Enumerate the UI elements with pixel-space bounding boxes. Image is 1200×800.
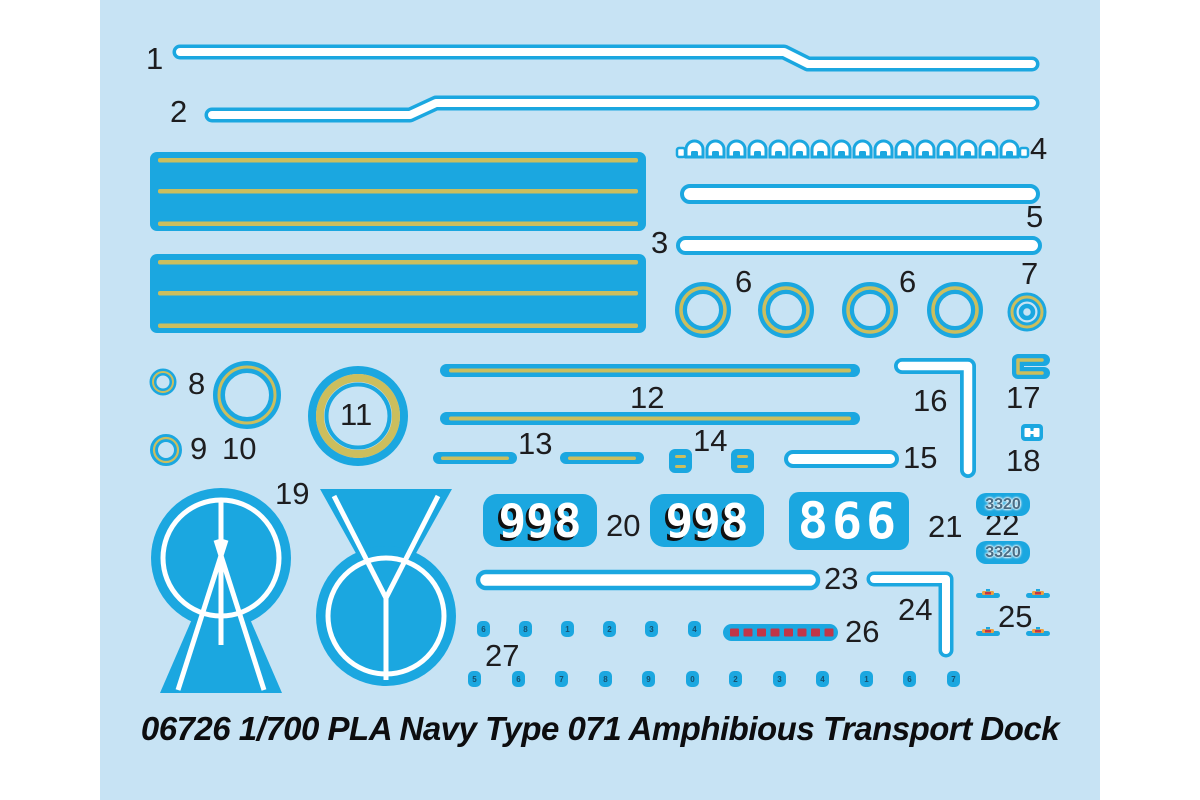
decal-ring-6d	[927, 282, 983, 338]
decal-serrated-strip-4	[675, 139, 1030, 159]
decal-dot: 6	[903, 671, 916, 687]
decal-hull-number-998-a: 998	[483, 494, 597, 548]
part-label-17: 17	[1006, 380, 1041, 415]
decal-dot: 4	[816, 671, 829, 687]
decal-ship-25a	[976, 589, 1000, 598]
decal-stripe-2	[204, 95, 1040, 123]
decal-clip-18	[1021, 424, 1043, 441]
part-label-13: 13	[518, 426, 553, 461]
decal-dot: 7	[947, 671, 960, 687]
decal-helipad-19b	[316, 489, 456, 686]
decal-strip-12b	[440, 412, 860, 425]
decal-dot: 8	[599, 671, 612, 687]
part-label-15: 15	[903, 440, 938, 475]
part-label-20: 20	[606, 508, 641, 543]
decal-dot: 3	[773, 671, 786, 687]
decal-ring-8	[149, 368, 177, 396]
decal-hull-number-866: 866	[789, 492, 909, 550]
part-label-2: 2	[170, 94, 188, 129]
decal-ring-11	[308, 366, 408, 466]
decal-dot: 3	[645, 621, 658, 637]
decal-deck-rect-3a	[150, 152, 646, 231]
part-label-23: 23	[824, 561, 859, 596]
decal-dot: 4	[688, 621, 701, 637]
decal-bracket-17	[1012, 354, 1050, 379]
part-label-21: 21	[928, 509, 963, 544]
part-label-11: 11	[340, 397, 373, 432]
part-label-19: 19	[275, 476, 310, 511]
part-label-18: 18	[1006, 443, 1041, 478]
decal-helipad-19a	[151, 488, 291, 693]
decal-ring-6b	[758, 282, 814, 338]
part-label-1: 1	[146, 41, 164, 76]
part-label-24: 24	[898, 592, 933, 627]
decal-ship-25c	[976, 627, 1000, 636]
part-label-6a: 6	[735, 264, 753, 299]
part-label-6b: 6	[899, 264, 917, 299]
decal-dot: 9	[642, 671, 655, 687]
decal-dot: 1	[561, 621, 574, 637]
decal-pad-14b	[731, 449, 754, 473]
decal-ring-9	[150, 434, 182, 466]
part-label-14: 14	[693, 423, 728, 458]
decal-dot: 2	[729, 671, 742, 687]
part-label-10: 10	[222, 431, 257, 466]
decal-dot: 2	[603, 621, 616, 637]
decal-ring-10	[213, 361, 281, 429]
decal-dot: 6	[477, 621, 490, 637]
decal-stripe-15	[784, 450, 899, 468]
decal-ring-6a	[675, 282, 731, 338]
decal-dot: 6	[512, 671, 525, 687]
decal-strip-12a	[440, 364, 860, 377]
decal-dot: 8	[519, 621, 532, 637]
decal-stripe-5b	[676, 236, 1042, 255]
decal-pad-14a	[669, 449, 692, 473]
decal-dash-strip-26	[723, 624, 838, 641]
decal-dot: 7	[555, 671, 568, 687]
decal-strip-13a	[433, 452, 517, 464]
part-label-7: 7	[1021, 256, 1039, 291]
decal-stripe-23	[475, 569, 821, 591]
part-label-12: 12	[630, 380, 665, 415]
decal-dot: 1	[860, 671, 873, 687]
decal-strip-13b	[560, 452, 644, 464]
sheet-title: 06726 1/700 PLA Navy Type 071 Amphibious…	[140, 710, 1060, 747]
decal-ring-6c	[842, 282, 898, 338]
decal-deck-rect-3b	[150, 254, 646, 333]
decal-dot: 0	[686, 671, 699, 687]
decal-dot: 5	[468, 671, 481, 687]
part-label-9: 9	[190, 431, 208, 466]
decal-stripe-5a	[680, 184, 1040, 204]
decal-stripe-1	[172, 44, 1040, 72]
part-label-5: 5	[1026, 199, 1044, 234]
part-label-4: 4	[1030, 131, 1048, 166]
part-label-16: 16	[913, 383, 948, 418]
decal-ship-25b	[1026, 589, 1050, 598]
decal-hull-number-998-b: 998	[650, 494, 764, 548]
decal-angle-24	[866, 571, 954, 658]
part-label-8: 8	[188, 366, 206, 401]
decal-ship-25d	[1026, 627, 1050, 636]
part-label-27: 27	[485, 638, 520, 673]
decal-badge-3320-b: 3320	[976, 541, 1030, 564]
decal-ring-7	[1007, 292, 1047, 332]
decal-badge-3320-a: 3320	[976, 493, 1030, 516]
part-label-25: 25	[998, 599, 1033, 634]
part-label-3: 3	[651, 225, 669, 260]
part-label-26: 26	[845, 614, 880, 649]
decal-angle-16	[894, 358, 976, 478]
